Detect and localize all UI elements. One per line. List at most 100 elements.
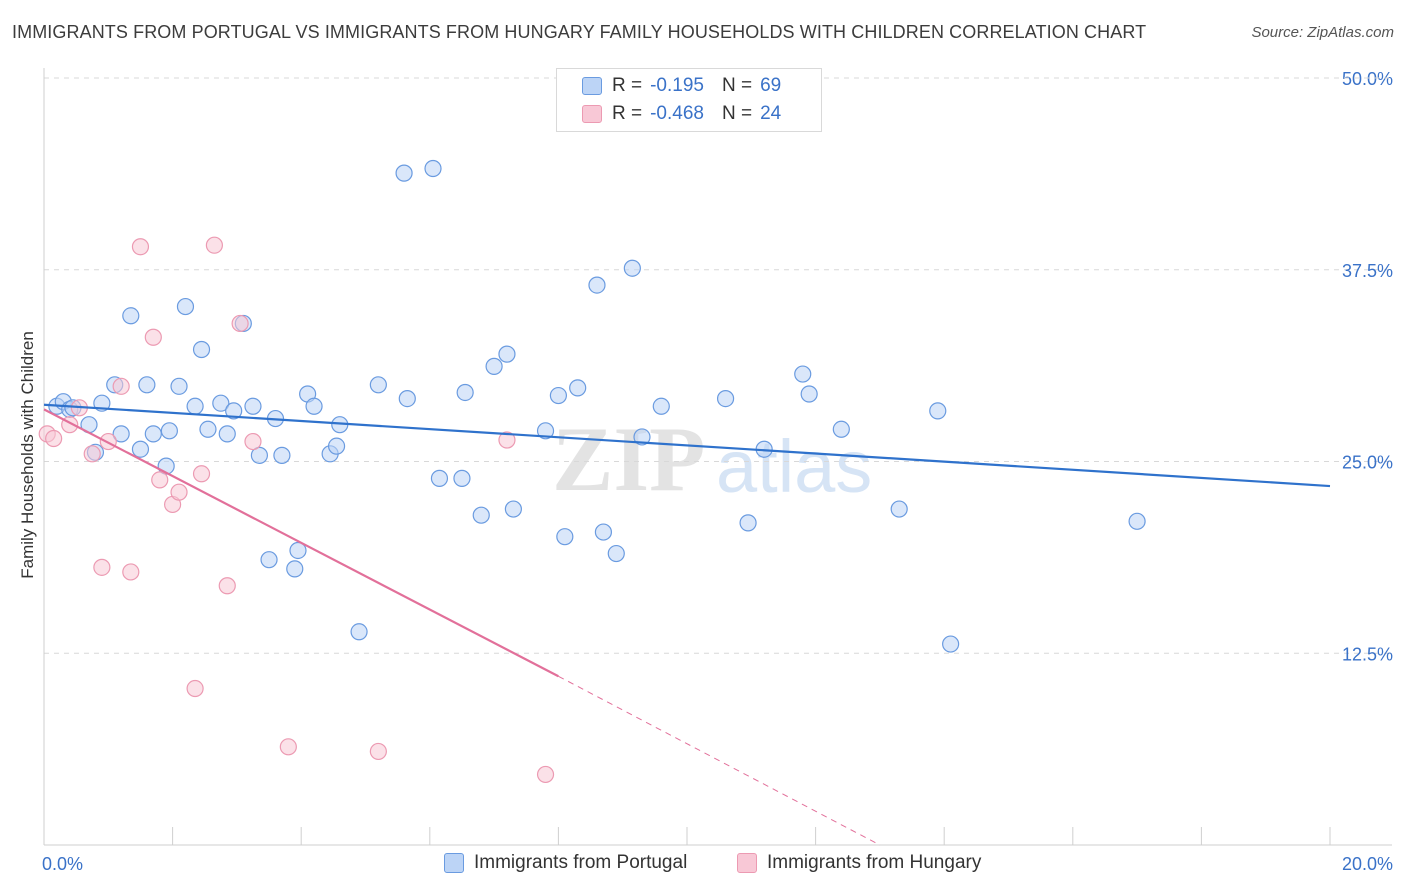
y-tick-label: 37.5%	[1342, 261, 1393, 281]
legend-r-label: R =	[612, 75, 643, 96]
portugal-point	[225, 402, 243, 420]
portugal-point	[273, 446, 291, 464]
portugal-point	[623, 259, 641, 277]
portugal-point	[549, 386, 568, 405]
hungary-point	[536, 765, 555, 784]
portugal-point	[305, 397, 323, 415]
portugal-swatch	[582, 77, 602, 95]
chart-title: IMMIGRANTS FROM PORTUGAL VS IMMIGRANTS F…	[12, 22, 1147, 42]
portugal-point	[800, 385, 818, 403]
portugal-point	[556, 528, 574, 546]
portugal-point	[192, 340, 211, 359]
portugal-point	[144, 425, 162, 443]
hungary-point	[93, 558, 111, 576]
portugal-point	[286, 560, 304, 578]
legend-r-value-portugal: -0.195	[650, 75, 704, 96]
portugal-point	[430, 469, 449, 487]
portugal-point	[112, 425, 130, 443]
portugal-point	[607, 544, 625, 563]
portugal-point	[170, 377, 188, 395]
portugal-point	[138, 376, 156, 394]
hungary-trend-line	[43, 408, 559, 678]
legend-row-portugal: R = -0.195 N = 69	[582, 75, 781, 97]
hungary-trend-extension	[558, 675, 881, 846]
y-axis-label: Family Households with Children	[18, 331, 37, 579]
legend-row-hungary: R = -0.468 N = 24	[582, 103, 781, 125]
portugal-point	[498, 345, 516, 363]
portugal-point	[218, 425, 236, 443]
portugal-legend-label: Immigrants from Portugal	[474, 852, 688, 873]
portugal-point	[131, 440, 150, 458]
portugal-point	[832, 420, 850, 438]
watermark-atlas: atlas	[716, 425, 872, 508]
portugal-point	[327, 437, 346, 455]
portugal-point	[453, 469, 471, 487]
portugal-point	[456, 383, 474, 402]
bottom-legend-hungary: Immigrants from Hungary	[737, 852, 981, 874]
y-tick-label: 50.0%	[1342, 69, 1393, 89]
portugal-point	[594, 523, 613, 541]
watermark-zip: ZIP	[552, 408, 705, 510]
correlation-legend: R = -0.195 N = 69 R = -0.468 N = 24	[556, 68, 822, 132]
hungary-point	[498, 431, 516, 449]
legend-n-value-hungary: 24	[760, 103, 782, 124]
portugal-point	[212, 394, 230, 412]
hungary-point	[112, 377, 130, 395]
portugal-point	[504, 500, 522, 518]
hungary-point	[244, 432, 262, 451]
portugal-point	[929, 402, 947, 420]
hungary-point	[369, 742, 387, 761]
hungary-legend-swatch	[737, 853, 757, 873]
portugal-point	[289, 541, 307, 560]
hungary-point	[151, 471, 169, 489]
hungary-point	[122, 563, 140, 581]
hungary-point	[192, 465, 211, 483]
portugal-point	[890, 500, 908, 518]
portugal-point	[794, 365, 812, 383]
hungary-swatch	[582, 105, 602, 123]
portugal-point	[569, 379, 587, 397]
hungary-point	[186, 679, 204, 698]
portugal-point	[485, 357, 503, 375]
legend-r-value-hungary: -0.468	[650, 103, 704, 124]
chart-source: Source: ZipAtlas.com	[1251, 24, 1394, 41]
hungary-point	[231, 314, 249, 333]
portugal-point	[536, 422, 555, 440]
portugal-point	[350, 623, 368, 641]
portugal-trend-line	[43, 403, 1331, 488]
y-tick-label: 25.0%	[1342, 453, 1393, 473]
hungary-legend-label: Immigrants from Hungary	[767, 852, 982, 873]
portugal-point	[942, 635, 960, 653]
y-tick-label: 12.5%	[1342, 644, 1393, 664]
hungary-point	[205, 236, 223, 254]
portugal-point	[588, 276, 606, 294]
portugal-point	[424, 159, 442, 178]
bottom-legend-portugal: Immigrants from Portugal	[444, 852, 687, 874]
portugal-point	[160, 422, 178, 440]
legend-n-value-portugal: 69	[760, 75, 782, 96]
hungary-point	[279, 738, 297, 756]
portugal-point	[633, 428, 651, 446]
portugal-point	[739, 514, 757, 532]
portugal-point	[716, 390, 735, 408]
portugal-point	[652, 397, 670, 415]
hungary-point	[170, 483, 188, 501]
legend-n-label: N =	[721, 103, 753, 124]
portugal-point	[186, 397, 204, 415]
hungary-point	[131, 238, 150, 256]
portugal-point	[369, 376, 387, 394]
portugal-point	[176, 297, 195, 316]
portugal-legend-swatch	[444, 853, 464, 873]
hungary-point	[45, 429, 63, 448]
hungary-point	[144, 328, 162, 346]
portugal-point	[395, 164, 413, 182]
portugal-point	[398, 390, 416, 408]
legend-r-label: R =	[612, 103, 643, 124]
hungary-point	[83, 445, 101, 463]
x-tick-label: 20.0%	[1342, 854, 1393, 874]
portugal-point	[472, 506, 490, 524]
x-tick-label: 0.0%	[42, 854, 83, 874]
portugal-point	[1128, 512, 1146, 530]
portugal-point	[250, 446, 269, 464]
